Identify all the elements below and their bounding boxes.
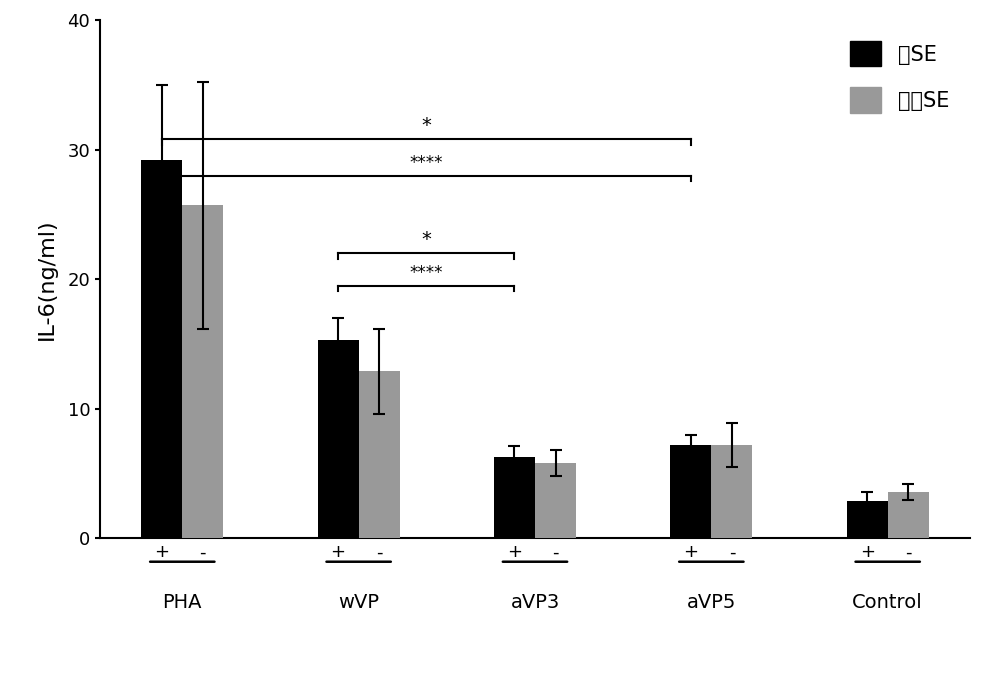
Bar — [182, 205, 223, 538]
Bar — [888, 492, 929, 538]
Bar — [711, 445, 752, 538]
Bar — [359, 371, 400, 538]
Text: Control: Control — [852, 593, 923, 612]
Bar — [847, 501, 888, 538]
Bar — [318, 340, 359, 538]
Text: aVP5: aVP5 — [687, 593, 736, 612]
Y-axis label: IL-6(ng/ml): IL-6(ng/ml) — [36, 219, 56, 340]
Text: *: * — [421, 230, 431, 250]
Text: aVP3: aVP3 — [510, 593, 560, 612]
Text: ****: **** — [410, 264, 443, 282]
Text: wVP: wVP — [338, 593, 379, 612]
Bar — [535, 463, 576, 538]
Text: PHA: PHA — [163, 593, 202, 612]
Legend: 含SE, 不含SE: 含SE, 不含SE — [839, 30, 960, 123]
Bar — [494, 457, 535, 538]
Text: *: * — [421, 116, 431, 135]
Bar — [141, 160, 182, 538]
Bar — [670, 445, 711, 538]
Text: ****: **** — [410, 153, 443, 172]
